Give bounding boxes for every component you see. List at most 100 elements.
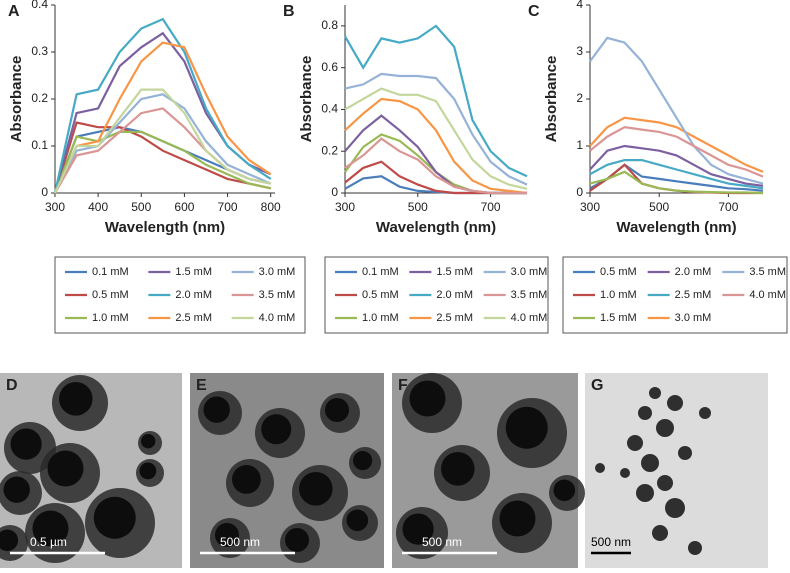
series-line <box>344 24 528 178</box>
legend-label: 3.0 mM <box>675 312 712 324</box>
y-tick-label: 0 <box>41 185 48 199</box>
y-tick-label: 1 <box>576 138 583 152</box>
y-tick-label: 2 <box>576 91 583 105</box>
legend-label: 2.5 mM <box>675 289 712 301</box>
particle <box>656 419 674 437</box>
particle <box>627 435 643 451</box>
x-tick-label: 700 <box>218 200 238 214</box>
legend-label: 4.0 mM <box>749 289 786 301</box>
series-line <box>589 159 764 190</box>
legend-label: 2.0 mM <box>175 289 212 301</box>
legend-label: 4.0 mM <box>259 312 296 324</box>
x-tick-label: 700 <box>481 200 501 214</box>
legend-box <box>54 256 306 334</box>
x-tick-label: 500 <box>649 200 669 214</box>
legend-label: 0.1 mM <box>362 266 399 278</box>
particle-core <box>139 462 157 480</box>
particle <box>652 525 668 541</box>
legend-label: 1.5 mM <box>600 312 637 324</box>
micrograph: G 500 nm <box>585 373 768 568</box>
particle-core <box>325 398 349 422</box>
panel-label: C <box>528 3 540 20</box>
particle-core <box>0 529 19 552</box>
series-line <box>589 116 764 173</box>
series-line <box>589 126 764 178</box>
particle <box>699 407 711 419</box>
legend-label: 3.5 mM <box>749 266 786 278</box>
legend-box <box>324 256 549 334</box>
panel-label: E <box>196 377 207 394</box>
legend-label: 0.5 mM <box>362 289 399 301</box>
series-line <box>54 88 271 194</box>
particle <box>678 446 692 460</box>
particle-core <box>32 510 69 547</box>
x-tick-label: 800 <box>261 200 281 214</box>
particle-core <box>402 513 434 545</box>
legend-label: 2.0 mM <box>675 266 712 278</box>
series-line <box>53 121 271 194</box>
particle <box>667 395 683 411</box>
series-line <box>344 97 528 195</box>
series-line <box>53 126 271 194</box>
y-tick-label: 0 <box>576 185 583 199</box>
x-tick-label: 700 <box>718 200 738 214</box>
particle-core <box>93 496 136 539</box>
particle-core <box>285 528 309 552</box>
panel-label: F <box>398 377 408 394</box>
x-tick-label: 600 <box>174 200 194 214</box>
x-tick-label: 300 <box>45 200 65 214</box>
particle-core <box>299 472 333 506</box>
particle-core <box>261 414 292 445</box>
particle-core <box>203 396 230 423</box>
particle <box>641 454 659 472</box>
x-axis-title: Wavelength (nm) <box>376 219 496 236</box>
y-axis-title: Absorbance <box>543 56 560 143</box>
series-line <box>53 17 272 194</box>
particle-core <box>409 380 446 417</box>
x-tick-label: 500 <box>131 200 151 214</box>
legend-label: 1.5 mM <box>436 266 473 278</box>
y-tick-label: 0.1 <box>31 138 48 152</box>
legend-label: 1.0 mM <box>600 289 637 301</box>
micrograph: F 500 nm <box>392 373 585 568</box>
legend-label: 1.5 mM <box>175 266 212 278</box>
particle <box>665 498 685 518</box>
panel-label: D <box>6 377 18 394</box>
series-line <box>589 170 764 195</box>
x-axis-title: Wavelength (nm) <box>105 219 225 236</box>
legend-label: 3.5 mM <box>259 289 296 301</box>
series-line <box>344 137 527 195</box>
y-tick-label: 0.4 <box>321 102 338 116</box>
particle <box>638 406 652 420</box>
particle-core <box>346 509 369 532</box>
series-line <box>344 72 528 186</box>
particle-core <box>215 523 239 547</box>
legend-label: 4.0 mM <box>511 312 548 324</box>
particle-core <box>553 479 576 502</box>
panel-label: B <box>283 3 295 20</box>
legend-label: 0.1 mM <box>92 266 129 278</box>
y-axis-title: Absorbance <box>8 56 25 143</box>
legend-label: 3.5 mM <box>511 289 548 301</box>
legend-label: 1.0 mM <box>362 312 399 324</box>
micrograph: D 0.5 µm <box>0 373 182 568</box>
series-line <box>54 41 272 194</box>
scale-bar-label: 500 nm <box>422 535 462 549</box>
particle <box>595 463 605 473</box>
particle <box>649 387 661 399</box>
legend-label: 0.5 mM <box>600 266 637 278</box>
particle <box>620 468 630 478</box>
panel-label: G <box>591 377 603 394</box>
series-line <box>589 36 764 185</box>
y-tick-label: 0.8 <box>321 18 338 32</box>
legend-label: 2.0 mM <box>436 289 473 301</box>
y-tick-label: 0 <box>331 185 338 199</box>
particle <box>636 484 654 502</box>
particle-core <box>505 406 548 449</box>
series-line <box>53 130 271 194</box>
particle-core <box>10 428 42 460</box>
particle-core <box>353 451 373 471</box>
y-tick-label: 0.2 <box>321 143 338 157</box>
x-tick-label: 500 <box>408 200 428 214</box>
